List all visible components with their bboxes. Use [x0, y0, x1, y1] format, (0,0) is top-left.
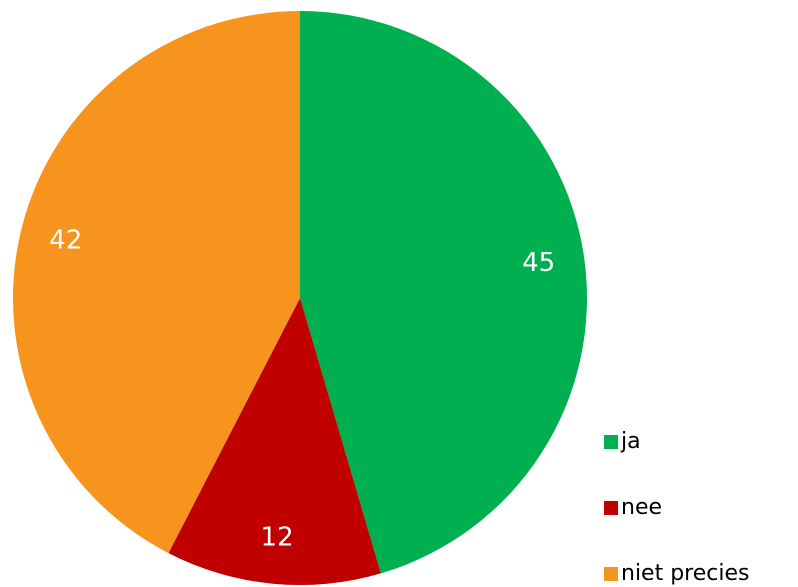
legend-label: ja	[620, 429, 641, 454]
legend-swatch	[604, 567, 618, 581]
data-label: 12	[261, 522, 294, 552]
data-label: 45	[522, 248, 555, 278]
legend-label: nee	[621, 495, 662, 520]
pie-slice	[12, 11, 300, 554]
pie-slice	[168, 298, 381, 585]
data-label: 42	[49, 226, 82, 256]
legend-swatch	[604, 435, 618, 449]
pie-slice	[300, 11, 587, 574]
legend-label: niet precies	[621, 561, 749, 586]
legend-swatch	[604, 501, 618, 515]
